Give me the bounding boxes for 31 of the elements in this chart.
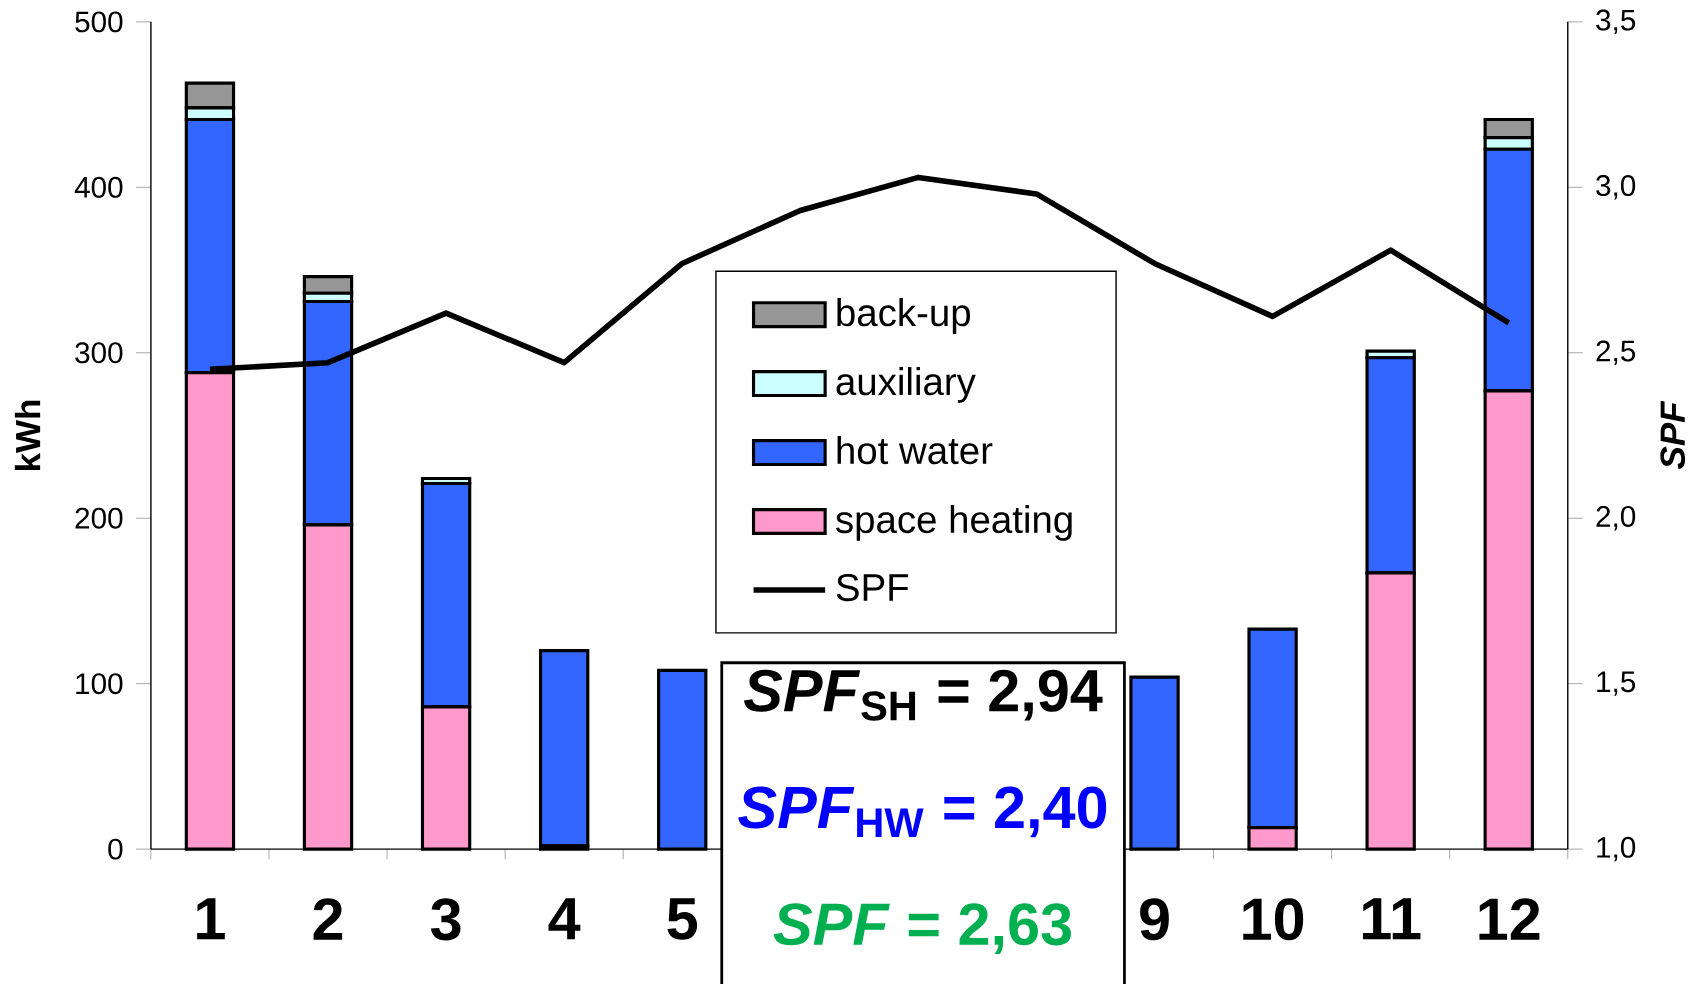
x-tick-label: 10 xyxy=(1243,898,1304,941)
y-tick-label: 200 xyxy=(75,507,123,529)
y2-tick-label: 2,0 xyxy=(1596,505,1636,531)
x-tick-label: 1 xyxy=(197,898,225,939)
x-tick-label: 4 xyxy=(548,898,581,939)
y-axis-title: kWh xyxy=(14,400,41,470)
x-tick-label: 3 xyxy=(430,898,461,941)
legend-label: hot water xyxy=(837,435,993,465)
legend-label: space heating xyxy=(836,504,1072,541)
legend-label: SPF xyxy=(836,573,909,601)
y2-tick-label: 1,0 xyxy=(1597,836,1636,862)
legend-label: auxiliary xyxy=(836,366,976,403)
y-tick-label: 100 xyxy=(76,673,123,694)
x-tick-label: 5 xyxy=(667,898,698,940)
y-tick-label: 400 xyxy=(74,176,123,198)
y-tick-label: 500 xyxy=(75,11,123,33)
y-tick-label: 0 xyxy=(108,838,123,860)
legend-label: back-up xyxy=(837,297,970,334)
y-tick-label: 300 xyxy=(75,342,123,364)
annotation: SPF$_{HW}$ = 2,40 xyxy=(738,786,1107,837)
text: SPF = 2,63 xyxy=(773,903,1071,954)
x-tick-label: 2 xyxy=(313,898,343,940)
y2-tick-label: 3,5 xyxy=(1596,9,1636,34)
x-tick-label: 11 xyxy=(1362,898,1421,939)
y2-tick-label: 1,5 xyxy=(1597,671,1636,696)
annotation: SPF$_{SH}$ = 2,94 xyxy=(743,669,1103,721)
y2-tick-label: 3,0 xyxy=(1596,174,1636,200)
x-tick-label: 9 xyxy=(1140,898,1169,941)
x-tick-label: 12 xyxy=(1479,898,1540,940)
y2-axis-title: SPF xyxy=(1660,400,1686,469)
y2-tick-label: 2,5 xyxy=(1596,340,1636,365)
